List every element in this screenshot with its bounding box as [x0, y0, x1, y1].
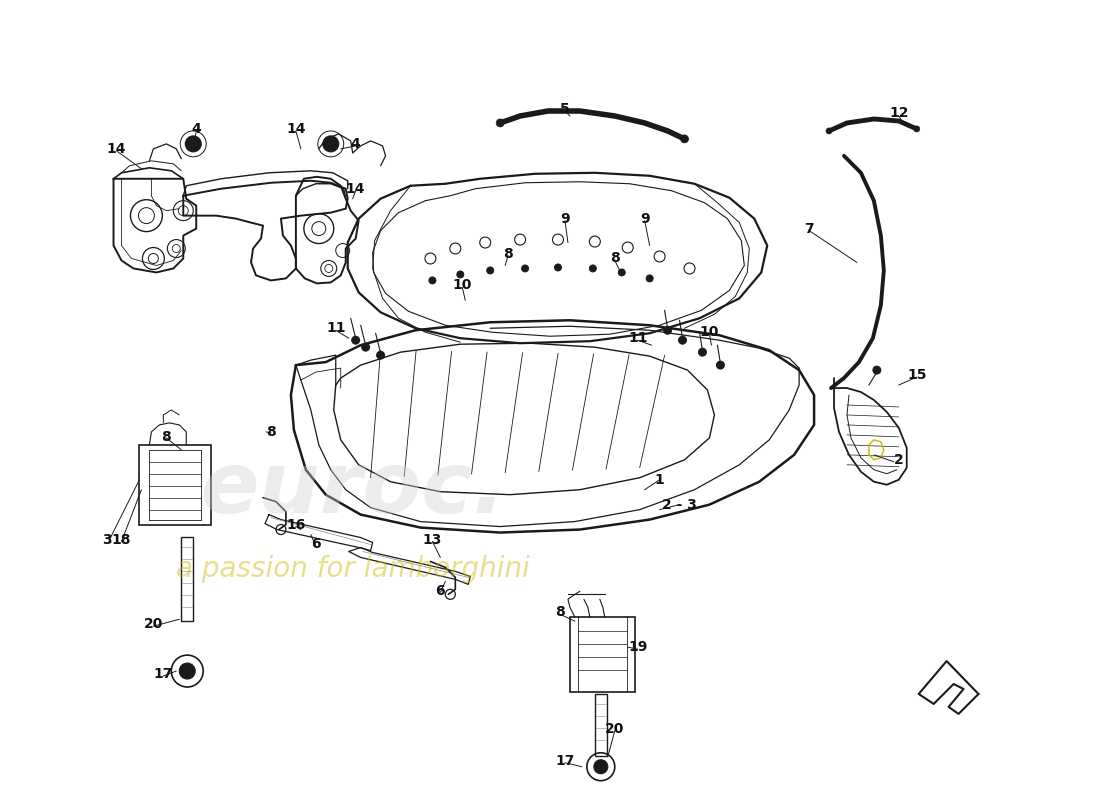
Circle shape [590, 265, 596, 272]
Circle shape [873, 366, 881, 374]
Text: 17: 17 [154, 667, 173, 681]
Text: 6: 6 [436, 584, 446, 598]
Circle shape [429, 277, 436, 284]
Text: 20: 20 [144, 618, 163, 631]
Circle shape [362, 343, 370, 351]
Text: 14: 14 [107, 142, 126, 156]
Text: 9: 9 [640, 212, 649, 226]
Text: 1: 1 [654, 473, 664, 486]
Text: 5: 5 [560, 102, 570, 116]
Circle shape [681, 135, 689, 143]
Text: 19: 19 [628, 640, 648, 654]
Text: 12: 12 [889, 106, 909, 120]
Circle shape [185, 136, 201, 152]
Text: 9: 9 [560, 212, 570, 226]
Circle shape [486, 267, 494, 274]
Text: 8: 8 [504, 246, 513, 261]
Circle shape [496, 119, 504, 127]
Text: 8: 8 [162, 430, 172, 444]
Text: a passion for lamborghini: a passion for lamborghini [176, 555, 530, 583]
Circle shape [521, 265, 529, 272]
Circle shape [456, 271, 464, 278]
Text: 16: 16 [286, 518, 306, 531]
Text: 10: 10 [700, 326, 719, 339]
Text: 8: 8 [266, 425, 276, 439]
Text: 10: 10 [452, 278, 472, 292]
Circle shape [352, 336, 360, 344]
Text: 15: 15 [908, 368, 926, 382]
Text: 13: 13 [422, 533, 442, 546]
Text: 2 - 3: 2 - 3 [662, 498, 697, 512]
Text: 14: 14 [286, 122, 306, 136]
Text: 8: 8 [609, 251, 619, 266]
Text: 3: 3 [101, 533, 111, 546]
Circle shape [914, 126, 920, 132]
Text: 4: 4 [191, 122, 201, 136]
Circle shape [554, 264, 561, 271]
Bar [140, 445, 211, 525]
Circle shape [826, 128, 832, 134]
Circle shape [698, 348, 706, 356]
Text: 2: 2 [894, 453, 904, 466]
Text: 11: 11 [326, 322, 345, 335]
Text: 4: 4 [351, 137, 361, 151]
Circle shape [646, 275, 653, 282]
Text: 8: 8 [556, 606, 564, 619]
Circle shape [594, 760, 608, 774]
Circle shape [618, 269, 625, 276]
Bar [595, 694, 607, 756]
Text: 11: 11 [628, 331, 648, 346]
Circle shape [179, 663, 195, 679]
Circle shape [716, 361, 725, 369]
Text: 18: 18 [112, 533, 131, 546]
Text: 14: 14 [345, 182, 365, 196]
Text: euroc.: euroc. [201, 448, 506, 531]
Bar [570, 618, 635, 692]
Bar [182, 537, 194, 622]
Text: 6: 6 [311, 538, 320, 551]
Circle shape [679, 336, 686, 344]
Circle shape [376, 351, 385, 359]
Text: 20: 20 [605, 722, 625, 736]
Text: 17: 17 [556, 754, 574, 768]
Circle shape [663, 326, 672, 334]
Circle shape [322, 136, 339, 152]
Text: 7: 7 [804, 222, 814, 235]
